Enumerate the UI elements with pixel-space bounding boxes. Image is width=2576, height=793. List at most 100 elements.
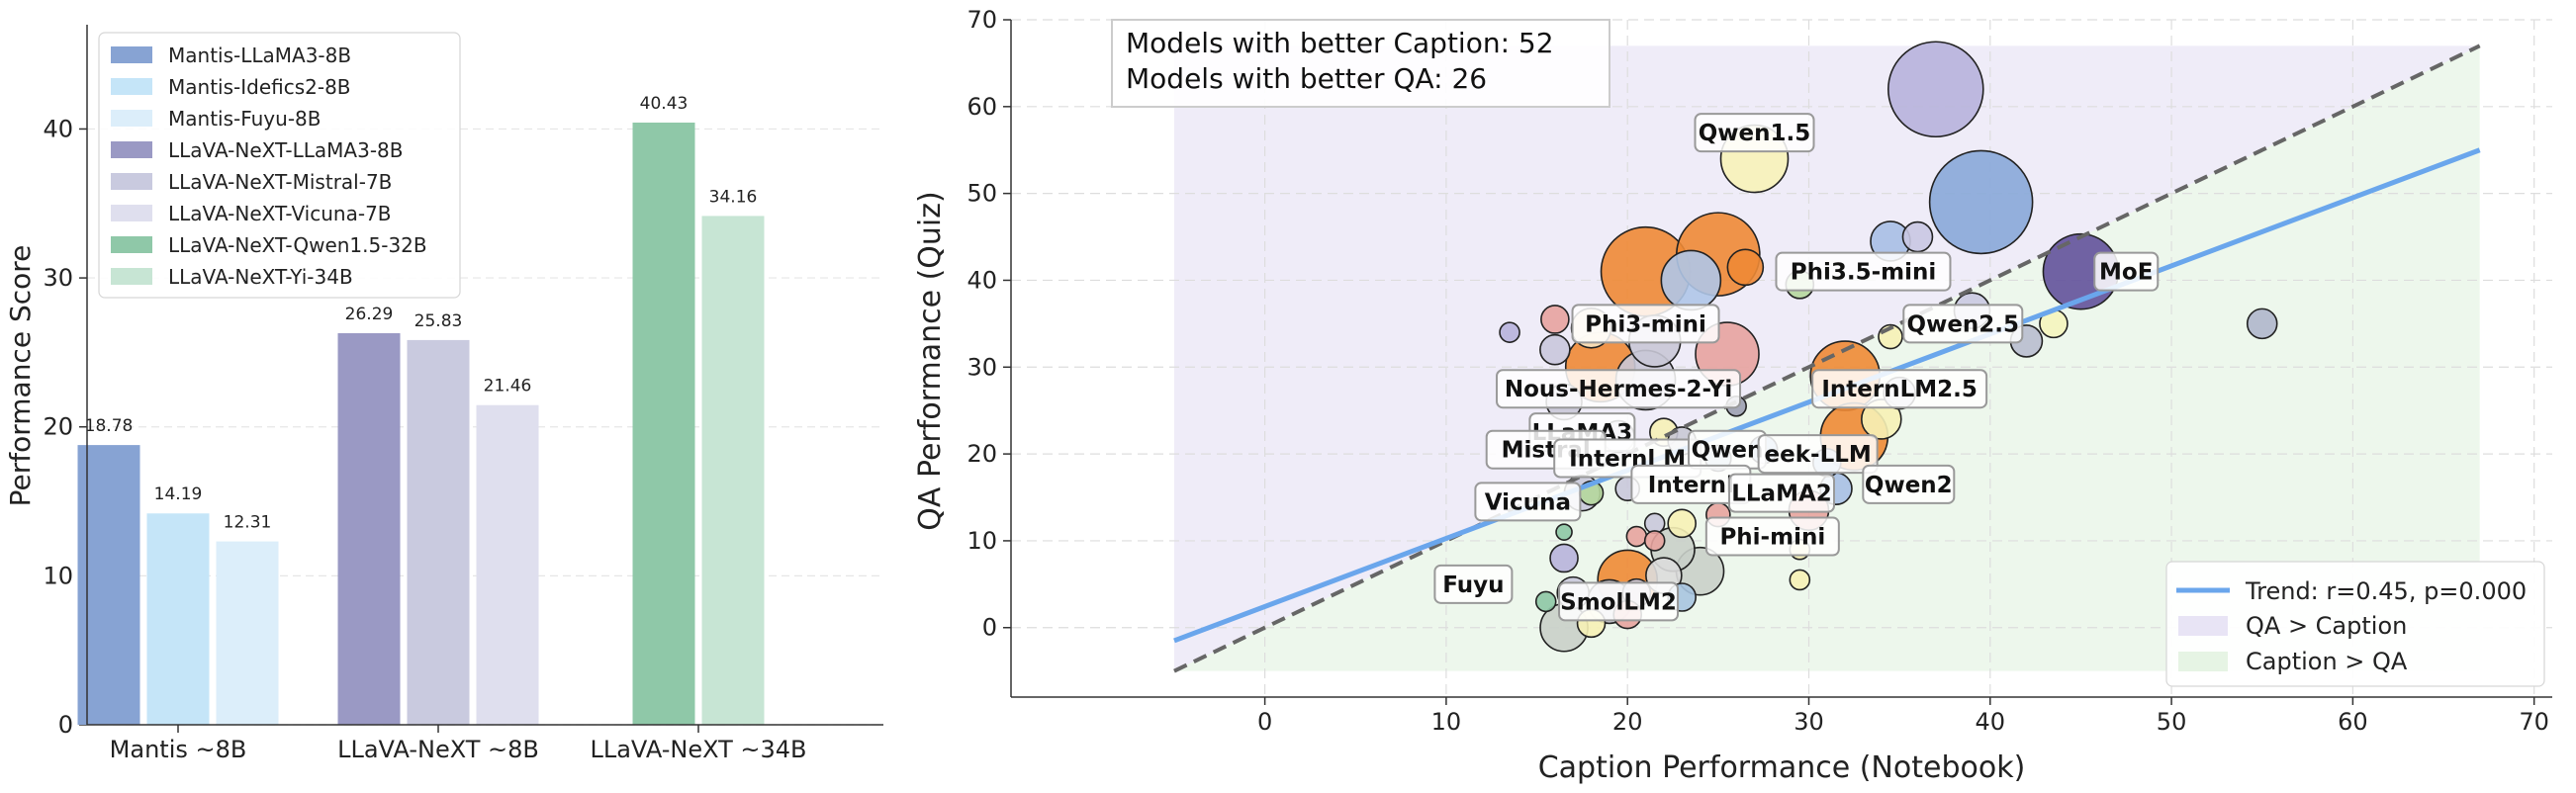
legend-swatch [111, 268, 152, 285]
bar-value-label: 34.16 [709, 187, 758, 207]
y-axis-title: Performance Score [4, 245, 37, 507]
x-tick-label: 60 [2338, 708, 2368, 736]
point-label-box [1571, 304, 1720, 344]
point-label: Phi3-mini [1585, 311, 1706, 337]
point-label-box [2093, 251, 2160, 292]
y-tick-label: 10 [966, 527, 997, 555]
point-label: Qwen2 [1865, 473, 1953, 498]
bar [476, 404, 539, 725]
legend-label: LLaVA-NeXT-Qwen1.5-32B [168, 233, 427, 257]
point-label: Nous-Hermes-2-Yi [1505, 377, 1732, 402]
legend-label: LLaVA-NeXT-LLaMA3-8B [168, 138, 403, 162]
bar-value-label: 26.29 [345, 305, 394, 324]
info-box-frame [1111, 19, 1610, 108]
bar [216, 541, 279, 725]
x-tick-label: LLaVA-NeXT ~8B [337, 736, 539, 763]
legend-box [2165, 561, 2545, 687]
x-tick-label: LLaVA-NeXT ~34B [590, 736, 806, 763]
scatter-chart: 0 10 20 30 40 50 60 70 0 10 20 30 40 50 60 70 Qwen1.5 MoE… [913, 6, 2552, 785]
data-point [2246, 308, 2278, 340]
legend-label: LLaVA-NeXT-Vicuna-7B [168, 202, 392, 225]
x-tick-label: 40 [1976, 708, 2006, 736]
legend-swatch [111, 173, 152, 190]
point-label: eek-LLM [1765, 442, 1872, 468]
data-point [1549, 543, 1579, 573]
legend-swatch [111, 78, 152, 95]
point-label: Qwen1.5 [1699, 121, 1811, 146]
bar-value-label: 18.78 [85, 416, 134, 436]
point-label: MoE [2099, 260, 2153, 286]
y-tick-label: 0 [982, 614, 997, 642]
data-point [1499, 321, 1520, 343]
legend-label: LLaVA-NeXT-Mistral-7B [168, 170, 392, 194]
x-tick-label: 0 [1257, 708, 1272, 736]
legend-label: Mantis-LLaMA3-8B [168, 44, 351, 67]
legend-swatch [111, 141, 152, 158]
data-point [1625, 525, 1648, 548]
data-point [1534, 590, 1557, 613]
data-point [1643, 530, 1666, 552]
bar [337, 332, 401, 725]
legend-label: LLaVA-NeXT-Yi-34B [168, 265, 353, 289]
bar [701, 216, 765, 726]
y-tick-label: 10 [43, 562, 73, 589]
info-line: Models with better Caption: 52 [1126, 27, 1554, 59]
legend-label: Mantis-Fuyu-8B [168, 107, 321, 131]
data-point [1667, 508, 1697, 539]
point-label-box [1862, 464, 1956, 504]
data-point [1660, 249, 1722, 311]
point-label: Vicuna [1485, 489, 1571, 515]
bar-value-label: 14.19 [154, 485, 203, 504]
y-tick-label: 40 [966, 266, 997, 294]
bar-value-label: 25.83 [414, 311, 463, 331]
point-label-box [1811, 369, 1988, 409]
legend-box [98, 32, 461, 299]
x-tick-label: 10 [1431, 708, 1462, 736]
legend-swatch [111, 46, 152, 63]
point-label-box [1496, 369, 1742, 409]
data-point [1726, 248, 1765, 287]
point-label: Phi3.5-mini [1791, 260, 1937, 286]
point-label: Phi-mini [1719, 525, 1825, 551]
bar [77, 445, 140, 725]
data-point [1887, 41, 1984, 138]
point-label: Qwen [1692, 438, 1764, 464]
info-line: Models with better QA: 26 [1126, 62, 1487, 95]
point-label-box [1728, 473, 1835, 513]
data-point [1901, 220, 1934, 253]
point-label-box [1474, 482, 1582, 522]
bar [146, 513, 210, 725]
y-tick-label: 20 [966, 440, 997, 468]
legend-swatch [111, 205, 152, 221]
point-label: LLaMA2 [1731, 482, 1832, 507]
point-label-box [1433, 564, 1514, 604]
point-label: Qwen2.5 [1907, 311, 2020, 337]
bar-value-label: 21.46 [484, 377, 532, 396]
point-label-box [1902, 304, 2024, 344]
y-tick-label: 30 [966, 353, 997, 381]
legend-label: Trend: r=0.45, p=0.000 [2245, 577, 2527, 605]
bar-value-label: 12.31 [224, 513, 272, 533]
x-tick-label: 50 [2157, 708, 2187, 736]
legend-swatch [111, 110, 152, 127]
legend-swatch [2178, 616, 2228, 636]
data-point [1539, 333, 1571, 366]
data-point [1555, 523, 1573, 541]
legend-label: Caption > QA [2246, 648, 2408, 675]
legend-label: Mantis-Idefics2-8B [168, 75, 351, 99]
data-point [1789, 569, 1811, 591]
y-tick-label: 40 [43, 115, 73, 142]
point-label: Internl [1648, 473, 1734, 498]
legend-label: QA > Caption [2246, 612, 2407, 640]
y-tick-label: 30 [43, 264, 73, 292]
legend-swatch [2178, 652, 2228, 671]
x-axis-title: Caption Performance (Notebook) [1538, 750, 2026, 785]
y-tick-label: 60 [966, 93, 997, 121]
bar [407, 339, 470, 725]
x-tick-label: Mantis ~8B [110, 736, 247, 763]
legend: Mantis-LLaMA3-8B Mantis-Idefics2-8B Mantis… [98, 32, 461, 299]
y-axis-title: QA Performance (Quiz) [913, 191, 948, 530]
x-tick-label: 30 [1794, 708, 1824, 736]
